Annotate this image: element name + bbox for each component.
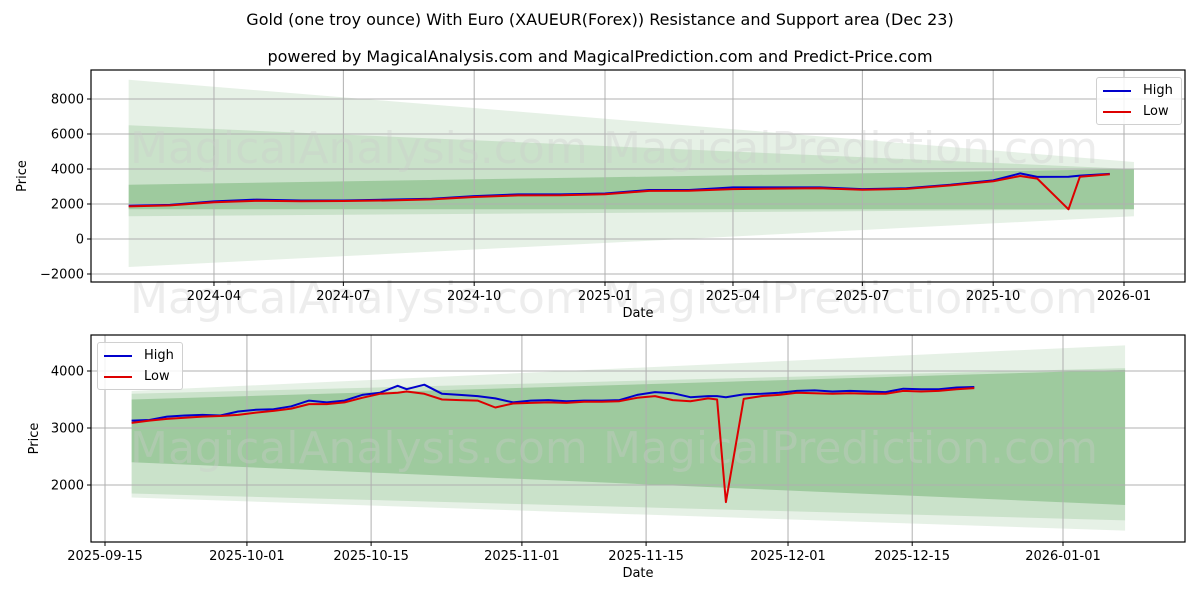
- chart-panel-2: MagicalAnalysis.com MagicalPrediction.com…: [27, 334, 1186, 581]
- y-axis-label: Price: [27, 423, 42, 455]
- band-middle: [131, 368, 1126, 521]
- chart-subtitle: powered by MagicalAnalysis.com and Magic…: [267, 47, 933, 66]
- band-outer: [128, 79, 1134, 267]
- x-tick-label: 2025-09-15: [67, 549, 143, 564]
- legend-label-low: Low: [144, 369, 170, 384]
- watermark-text: MagicalAnalysis.com: [130, 123, 588, 174]
- y-tick-label: 4000: [51, 163, 84, 178]
- y-tick-label: 0: [76, 233, 84, 248]
- support-resistance-bands: [128, 79, 1134, 267]
- y-tick-label: −2000: [40, 268, 84, 283]
- x-tick-label: 2025-10-15: [333, 549, 409, 564]
- band-inner: [131, 369, 1126, 505]
- band-middle: [128, 125, 1134, 217]
- x-tick-label: 2026-01: [1097, 289, 1151, 304]
- low-price-line: [131, 387, 975, 504]
- y-tick-label: 8000: [51, 93, 84, 108]
- axes-frame: [90, 334, 1186, 543]
- legend-label-low: Low: [1143, 104, 1169, 119]
- low-price-line: [128, 173, 1110, 211]
- low-line-swatch-icon: [104, 375, 132, 378]
- x-tick-label: 2024-10: [447, 289, 501, 304]
- watermark-text: MagicalPrediction.com: [603, 123, 1098, 174]
- y-tick-label: 6000: [51, 128, 84, 143]
- y-tick-label: 3000: [51, 422, 84, 437]
- x-axis-label: Date: [622, 306, 653, 321]
- x-tick-label: 2025-11-01: [484, 549, 560, 564]
- legend-item-high: High: [1103, 80, 1173, 101]
- y-tick-label: 2000: [51, 198, 84, 213]
- x-tick-label: 2025-07: [835, 289, 889, 304]
- x-tick-label: 2026-01-01: [1025, 549, 1101, 564]
- y-axis-label: Price: [15, 160, 30, 192]
- x-tick-label: 2024-04: [187, 289, 241, 304]
- chart-title: Gold (one troy ounce) With Euro (XAUEUR(…: [246, 10, 954, 29]
- x-tick-label: 2024-07: [316, 289, 370, 304]
- legend-item-low: Low: [104, 366, 174, 387]
- legend-label-high: High: [144, 348, 174, 363]
- high-price-line: [131, 383, 975, 422]
- y-tick-label: 4000: [51, 365, 84, 380]
- watermark-text: MagicalAnalysis.com: [130, 423, 588, 474]
- watermark-text: MagicalPrediction.com: [603, 423, 1098, 474]
- legend-top: High Low: [1096, 77, 1182, 125]
- x-tick-label: 2025-04: [706, 289, 760, 304]
- x-tick-label: 2025-01: [578, 289, 632, 304]
- legend-bottom: High Low: [97, 342, 183, 390]
- chart-panel-1: MagicalAnalysis.com MagicalPrediction.com…: [15, 69, 1186, 324]
- high-line-swatch-icon: [104, 354, 132, 357]
- low-line-swatch-icon: [1103, 110, 1131, 113]
- x-axis-label: Date: [622, 566, 653, 581]
- x-tick-label: 2025-10-01: [209, 549, 285, 564]
- y-tick-label: 2000: [51, 479, 84, 494]
- high-line-swatch-icon: [1103, 89, 1131, 92]
- x-tick-label: 2025-11-15: [608, 549, 684, 564]
- legend-item-low: Low: [1103, 101, 1173, 122]
- x-tick-label: 2025-12-15: [874, 549, 950, 564]
- x-tick-label: 2025-10: [966, 289, 1020, 304]
- x-tick-label: 2025-12-01: [750, 549, 826, 564]
- legend-item-high: High: [104, 345, 174, 366]
- axes-frame: [90, 69, 1186, 283]
- legend-label-high: High: [1143, 83, 1173, 98]
